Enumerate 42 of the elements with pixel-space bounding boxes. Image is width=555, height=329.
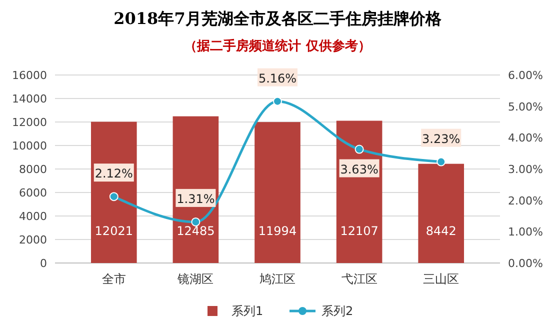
- y2-tick-label: 6.00%: [508, 69, 543, 82]
- data-label: 2.12%: [94, 166, 133, 181]
- y-tick-label: 8000: [19, 163, 47, 176]
- y-tick-label: 6000: [19, 186, 47, 200]
- y-tick-label: 16000: [12, 69, 47, 82]
- y2-tick-label: 4.00%: [508, 132, 543, 145]
- legend-label: 系列2: [322, 304, 354, 318]
- data-label: 5.16%: [258, 71, 297, 86]
- data-label: 12485: [176, 224, 215, 238]
- legend-label: 系列1: [232, 304, 264, 318]
- x-tick-label: 弋江区: [341, 272, 378, 286]
- data-label: 12021: [94, 224, 133, 238]
- x-tick-label: 鸠江区: [260, 272, 296, 286]
- point: [354, 144, 364, 154]
- y2-tick-label: 3.00%: [508, 163, 543, 176]
- bar: [418, 164, 464, 263]
- point: [273, 96, 282, 106]
- y-tick-label: 0: [40, 257, 47, 270]
- y-tick-label: 14000: [12, 92, 47, 106]
- data-label: 11994: [258, 224, 297, 238]
- y-tick-label: 2000: [19, 234, 47, 246]
- chart-subtitle: （据二手房频道统计 仅供参考）: [184, 38, 371, 54]
- chart-title: 2018年7月芜湖全市及各区二手住房挂牌价格: [114, 9, 442, 28]
- data-label: 8442: [426, 224, 456, 238]
- x-tick-label: 镜湖区: [176, 272, 214, 286]
- point: [109, 192, 118, 202]
- point: [436, 157, 446, 166]
- data-label: 3.63%: [340, 162, 378, 176]
- data-label: 3.23%: [422, 132, 460, 146]
- y2-tick-label: 1.00%: [508, 226, 543, 239]
- y-tick-label: 12000: [12, 116, 47, 129]
- point: [191, 217, 200, 226]
- y-tick-label: 10000: [12, 140, 47, 152]
- data-label: 1.31%: [176, 192, 215, 206]
- x-tick-label: 全市: [102, 272, 126, 286]
- y2-tick-label: 0.00%: [508, 257, 543, 270]
- x-tick-label: 三山区: [423, 272, 460, 286]
- y2-tick-label: 5.00%: [508, 100, 543, 114]
- data-label: 12107: [340, 224, 378, 238]
- y-tick-label: 4000: [19, 210, 47, 223]
- y2-tick-label: 2.00%: [508, 194, 543, 208]
- bar: [254, 122, 300, 263]
